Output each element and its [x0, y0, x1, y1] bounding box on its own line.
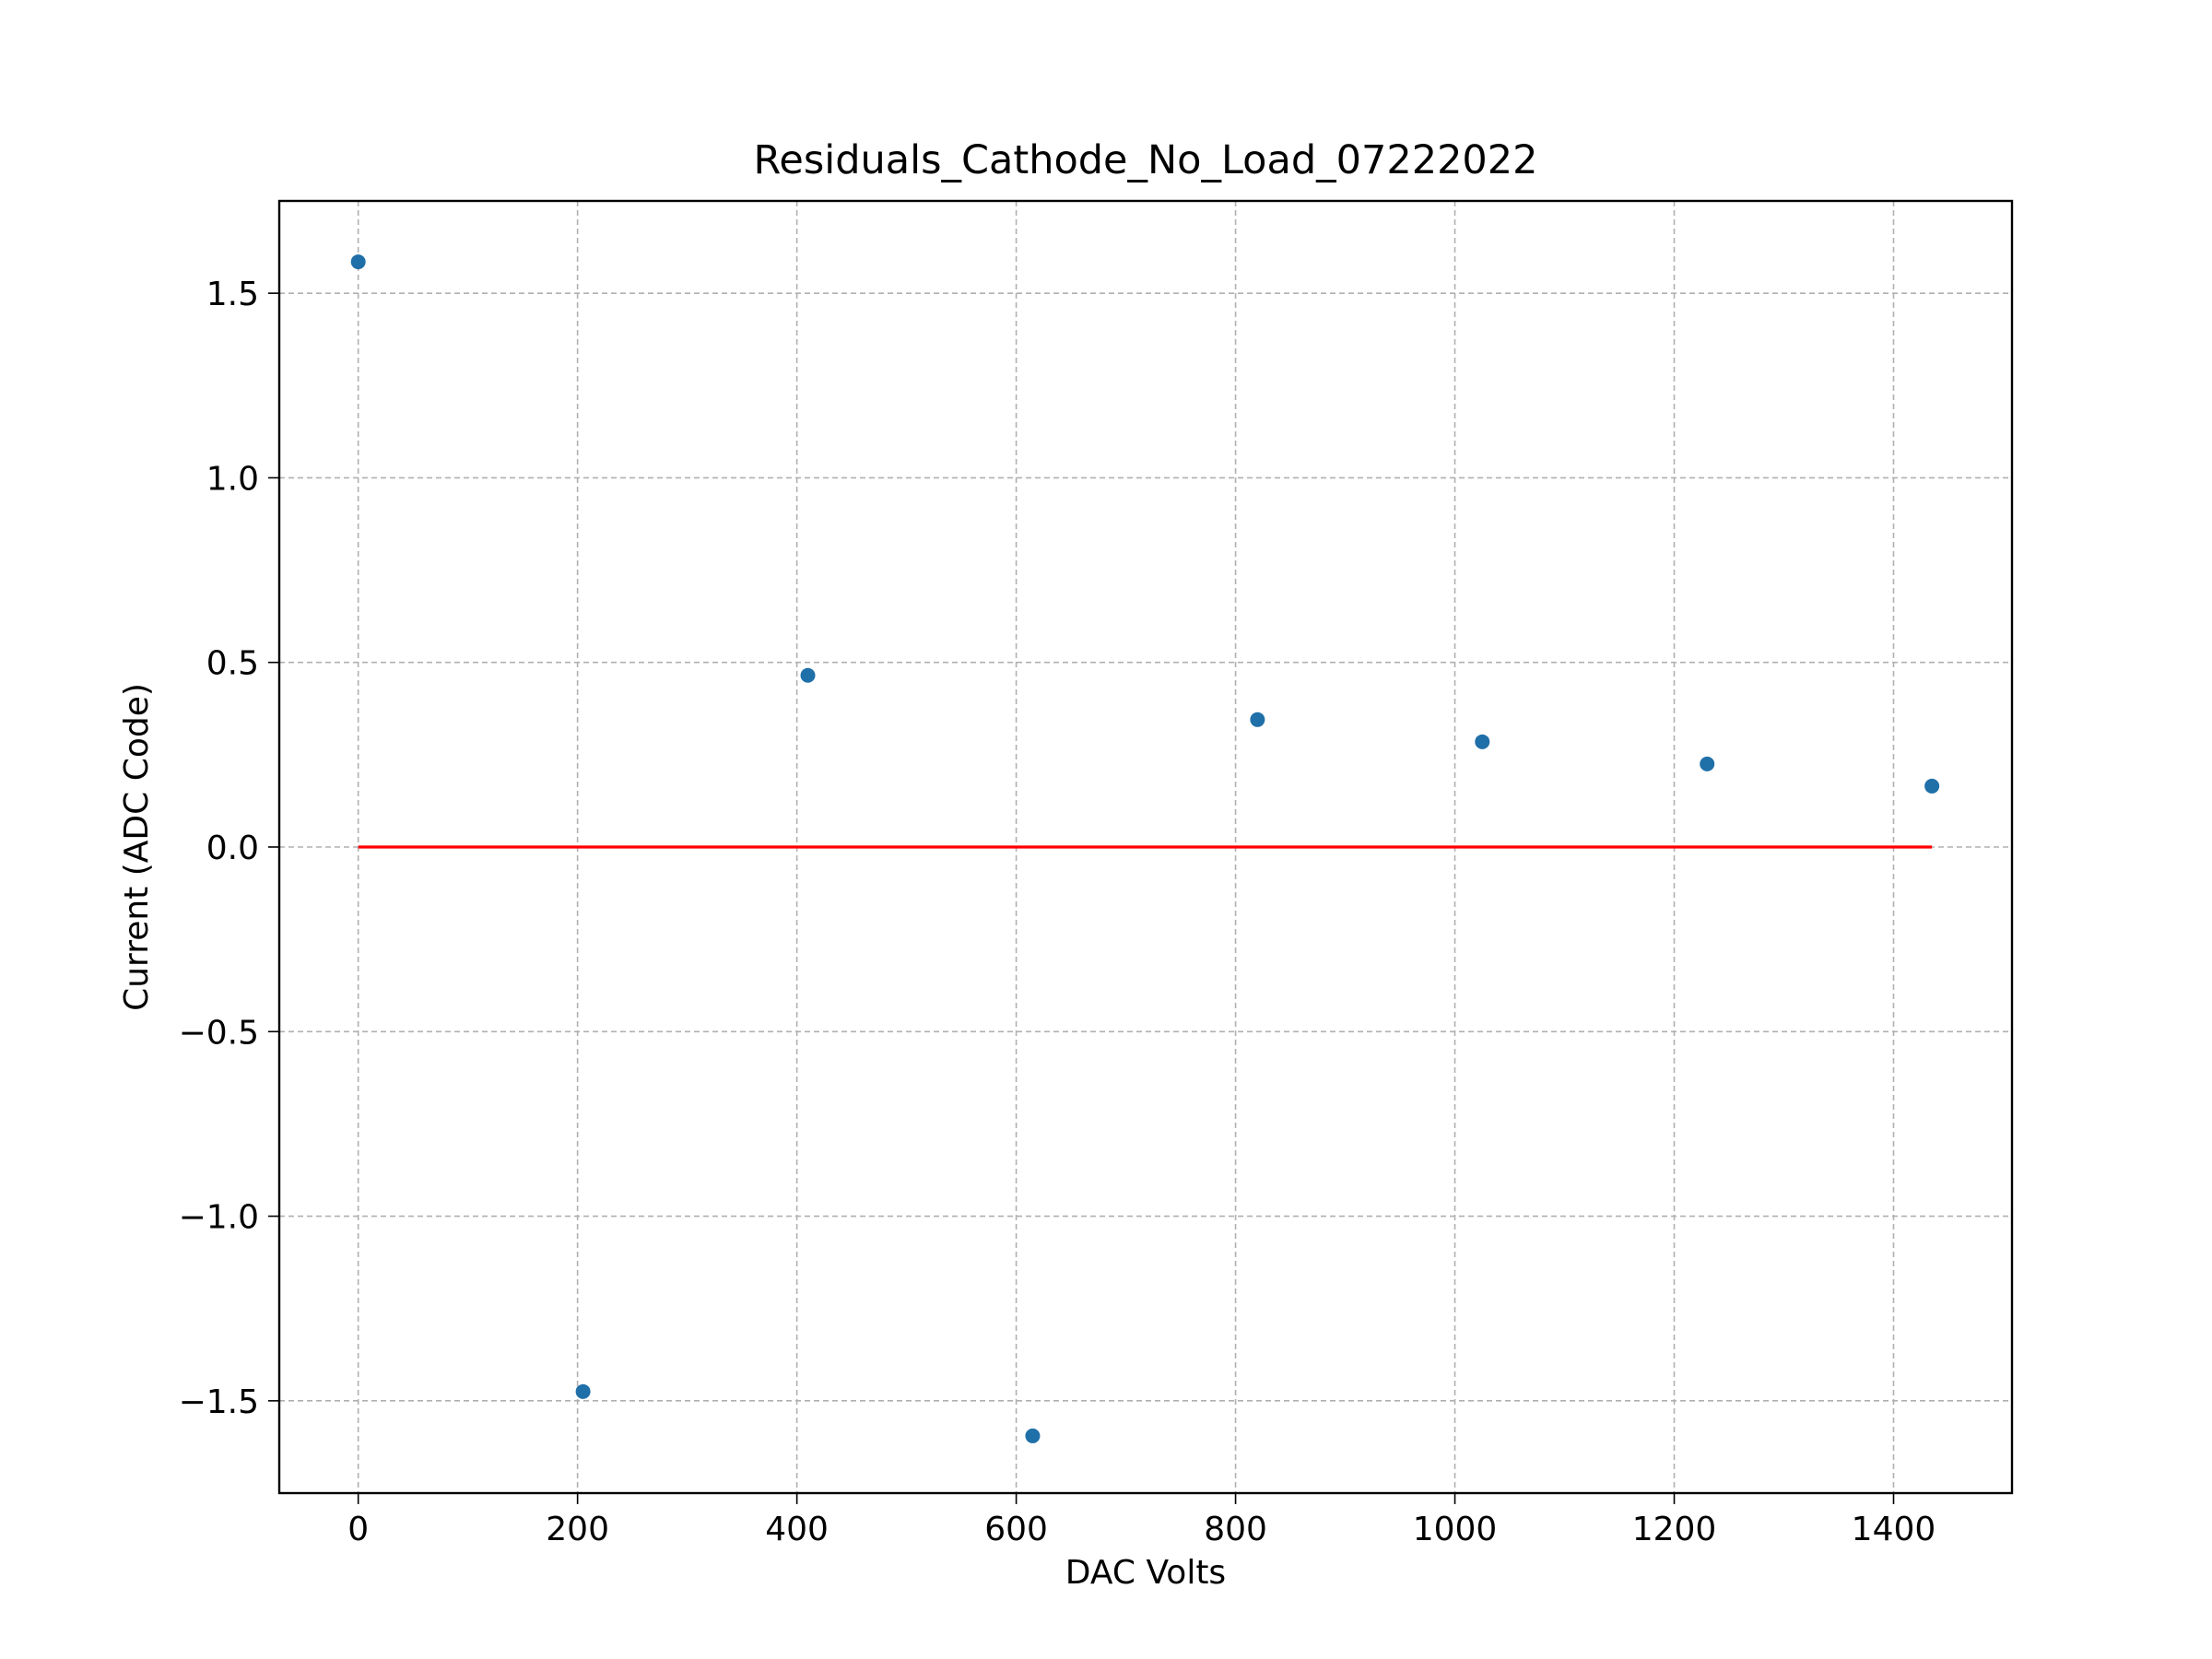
x-axis-ticks: 0 200 400 600 800 1000 1200 1400: [347, 1493, 1936, 1548]
y-tick-label-3: 0.0: [206, 830, 259, 867]
y-tick-label-6: −1.5: [179, 1383, 259, 1421]
y-tick-label-4: −0.5: [179, 1014, 259, 1052]
y-axis-ticks: 1.5 1.0 0.5 0.0 −0.5 −1.0 −1.5: [179, 276, 279, 1421]
chart-title: Residuals_Cathode_No_Load_07222022: [753, 137, 1537, 183]
data-point-1: [575, 1383, 591, 1399]
y-tick-label-1: 1.0: [206, 460, 259, 498]
data-point-7: [1924, 778, 1940, 794]
x-tick-label-5: 1000: [1413, 1511, 1498, 1548]
y-tick-label-5: −1.0: [179, 1199, 259, 1237]
x-tick-label-3: 600: [984, 1511, 1048, 1548]
y-tick-label-0: 1.5: [206, 276, 259, 313]
data-point-2: [800, 667, 816, 683]
x-tick-label-6: 1200: [1632, 1511, 1717, 1548]
y-tick-label-2: 0.5: [206, 645, 259, 683]
data-point-6: [1700, 756, 1715, 771]
x-tick-label-7: 1400: [1852, 1511, 1936, 1548]
data-point-5: [1475, 734, 1490, 749]
data-point-3: [1025, 1428, 1041, 1443]
data-point-0: [350, 254, 366, 270]
data-series: [350, 254, 1940, 1443]
x-tick-label-0: 0: [347, 1511, 369, 1548]
data-point-4: [1250, 712, 1265, 727]
x-tick-label-4: 800: [1204, 1511, 1267, 1548]
y-axis-label: Current (ADC Code): [118, 683, 156, 1011]
x-tick-label-2: 400: [765, 1511, 829, 1548]
x-tick-label-1: 200: [546, 1511, 609, 1548]
x-axis-label: DAC Volts: [1065, 1554, 1226, 1592]
